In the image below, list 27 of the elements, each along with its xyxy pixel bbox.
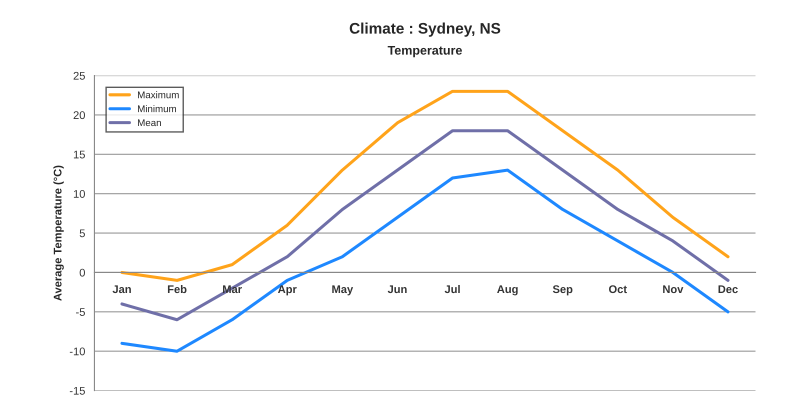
x-tick-label: Oct [608, 285, 627, 294]
x-tick-label: May [332, 285, 354, 296]
y-tick-label: 10 [74, 190, 85, 198]
legend-label: Maximum [138, 91, 179, 98]
y-tick-label: 20 [74, 111, 85, 120]
chart-title: Climate : Sydney, NS [350, 22, 500, 37]
y-tick-label: 15 [74, 150, 85, 158]
legend-label: Minimum [138, 105, 176, 112]
y-tick-label: -15 [70, 386, 85, 395]
x-tick-label: Nov [663, 285, 684, 294]
y-tick-label: -5 [76, 308, 85, 316]
line-series [120, 90, 730, 282]
x-tick-label: Sep [552, 285, 572, 296]
chart-subtitle: Temperature [388, 46, 462, 58]
y-tick-label: -10 [70, 347, 85, 356]
x-tick-label: Jul [444, 284, 460, 294]
x-tick-label: Jun [388, 285, 407, 294]
x-tick-label: Dec [718, 285, 738, 294]
x-tick-label: Aug [497, 285, 518, 296]
x-tick-label: Jan [112, 285, 131, 294]
y-tick-label: 5 [80, 229, 85, 238]
x-tick-label: Apr [278, 285, 297, 296]
legend-label: Mean [138, 119, 161, 126]
y-tick-label: 0 [80, 268, 85, 277]
y-tick-label: 25 [74, 72, 85, 80]
x-tick-label: Feb [168, 284, 186, 294]
y-axis-title: Average Temperature (°C) [53, 166, 64, 301]
